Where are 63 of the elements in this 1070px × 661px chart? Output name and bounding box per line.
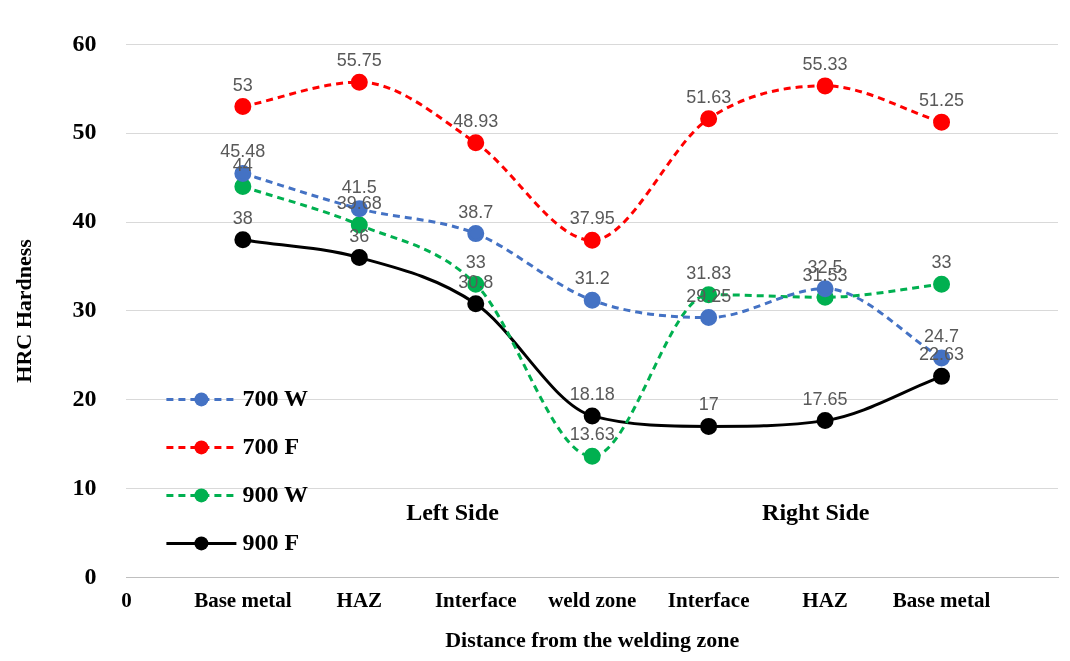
point xyxy=(467,225,485,243)
legend-label: 700 W xyxy=(242,384,308,411)
data-label: 24.7 xyxy=(924,325,960,346)
x-tick-label: HAZ xyxy=(802,588,848,613)
legend-label: 700 F xyxy=(242,432,300,459)
x-tick-label: weld zone xyxy=(548,588,637,613)
x-tick-label: Base metal xyxy=(892,588,991,613)
y-tick-label: 0 xyxy=(84,562,97,589)
y-tick-label: 10 xyxy=(72,473,97,500)
data-label: 38.7 xyxy=(458,201,494,222)
legend-label: 900 F xyxy=(242,528,300,555)
data-label: 36 xyxy=(349,225,370,246)
annotation: Right Side xyxy=(762,498,870,525)
y-tick-label: 50 xyxy=(72,118,97,145)
x-tick-label: Interface xyxy=(434,588,517,613)
data-label: 31.83 xyxy=(686,262,732,283)
y-tick-label: 60 xyxy=(72,29,97,56)
data-label: 18.18 xyxy=(569,383,615,404)
y-tick-label: 20 xyxy=(72,384,97,411)
data-label: 38 xyxy=(232,207,253,228)
legend-label: 900 W xyxy=(242,480,308,507)
x-axis-title: Distance from the welding zone xyxy=(445,627,740,653)
point xyxy=(933,113,951,131)
data-label: 51.63 xyxy=(686,86,732,107)
point xyxy=(350,73,368,91)
y-tick-label: 40 xyxy=(72,207,97,234)
point xyxy=(933,367,951,385)
x-tick-label: Base metal xyxy=(194,588,292,613)
point xyxy=(234,178,252,196)
point xyxy=(234,98,252,116)
point xyxy=(933,275,951,293)
data-label: 17.65 xyxy=(802,388,848,409)
point xyxy=(583,447,601,465)
data-label: 31.2 xyxy=(574,268,610,289)
point xyxy=(583,407,601,425)
x-tick-label: Interface xyxy=(667,588,750,613)
point xyxy=(350,249,368,267)
data-label: 13.63 xyxy=(569,424,615,445)
point xyxy=(700,110,718,128)
point xyxy=(583,291,601,309)
point xyxy=(700,417,718,435)
point xyxy=(816,280,834,298)
point xyxy=(816,77,834,95)
data-label: 33 xyxy=(931,252,952,273)
x-tick-label: HAZ xyxy=(336,588,383,613)
data-label: 55.75 xyxy=(336,50,382,71)
data-label: 37.95 xyxy=(569,208,615,229)
data-label: 51.25 xyxy=(919,90,965,111)
annotation: Left Side xyxy=(406,498,500,525)
point xyxy=(583,231,601,249)
y-axis-title: HRC Hardness xyxy=(10,238,36,383)
data-label: 55.33 xyxy=(802,53,848,74)
y-tick-label: 30 xyxy=(72,296,97,323)
point xyxy=(234,231,252,249)
data-label: 33 xyxy=(465,252,486,273)
point xyxy=(816,412,834,430)
x-tick-label: 0 xyxy=(121,588,132,613)
point xyxy=(467,134,485,152)
data-label: 17 xyxy=(698,394,719,415)
point xyxy=(467,295,485,313)
point xyxy=(700,309,718,327)
data-label: 48.93 xyxy=(453,110,499,131)
data-label: 53 xyxy=(232,74,253,95)
